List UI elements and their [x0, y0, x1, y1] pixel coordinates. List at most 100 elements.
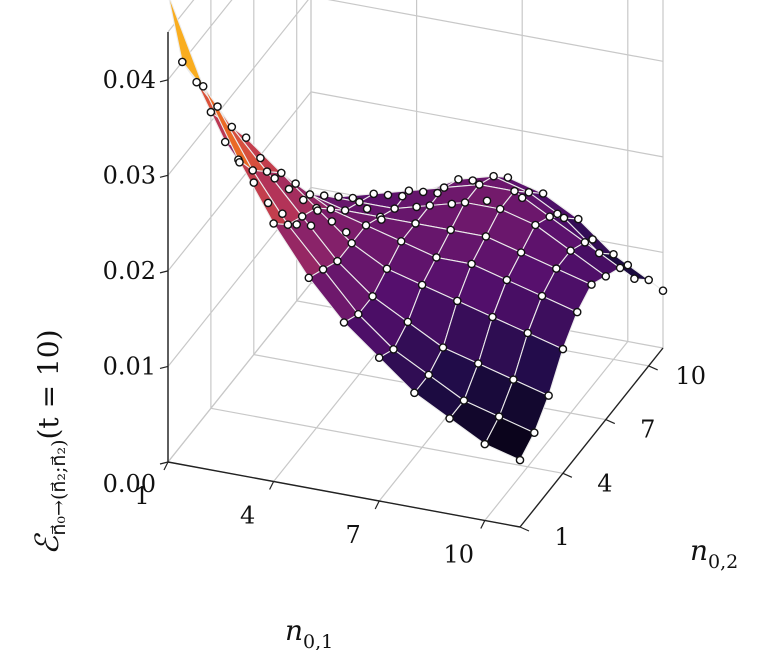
data-point [558, 344, 568, 354]
data-point [269, 219, 278, 228]
data-point [454, 174, 463, 184]
data-point [425, 201, 435, 210]
data-point [459, 396, 469, 405]
data-point [403, 317, 413, 327]
data-point [270, 173, 280, 183]
data-point [213, 102, 222, 111]
x-tick-mark [269, 481, 275, 490]
data-point [418, 187, 428, 197]
x-tick-label: 4 [240, 502, 255, 530]
z-tick-label: 0.03 [103, 161, 156, 189]
data-point [353, 309, 363, 319]
data-point [439, 183, 449, 192]
data-point [369, 189, 379, 199]
z-tick-label: 0.04 [103, 66, 156, 94]
data-point [319, 191, 329, 200]
data-point [326, 204, 336, 214]
data-point [262, 167, 272, 176]
x-floor-gridline [484, 341, 629, 521]
data-point [382, 264, 392, 274]
y-axis-line [519, 347, 664, 528]
data-point [292, 220, 302, 229]
data-point [297, 212, 307, 221]
data-point [644, 275, 654, 285]
data-point [410, 388, 419, 398]
data-point [530, 428, 539, 438]
data-point [580, 237, 590, 247]
data-point [495, 204, 505, 214]
data-point [192, 77, 201, 87]
data-point [227, 122, 237, 132]
data-point [537, 291, 547, 301]
data-point [594, 248, 604, 258]
data-point [467, 259, 476, 269]
y-axis-label: n0,2 [690, 534, 738, 573]
data-point [601, 271, 611, 281]
z-tick-mark [159, 174, 169, 178]
data-point [473, 359, 483, 368]
data-point [615, 263, 625, 273]
data-point [397, 191, 407, 201]
data-point [347, 238, 357, 248]
data-point [474, 180, 484, 189]
data-point [482, 196, 492, 206]
data-point [587, 280, 596, 289]
z-gridline [167, 91, 312, 272]
z-tick-mark [159, 270, 169, 274]
data-point [177, 57, 187, 67]
z-tick-label: 0.00 [103, 470, 156, 498]
data-point [572, 307, 582, 317]
data-point [374, 353, 384, 363]
data-point [361, 220, 371, 230]
data-point [623, 260, 633, 270]
data-point [389, 344, 398, 354]
data-point [341, 227, 351, 237]
data-point [241, 133, 251, 142]
data-point [368, 291, 377, 301]
y-floor-gridline [210, 407, 564, 474]
data-point [417, 280, 427, 290]
z-tick-mark [159, 461, 169, 465]
data-point [362, 204, 372, 214]
y-tick-label: 7 [640, 416, 655, 444]
data-point [432, 253, 441, 262]
data-point [630, 274, 639, 284]
data-point [383, 190, 393, 200]
data-point [304, 273, 314, 283]
data-point [445, 414, 454, 423]
y-tick-label: 4 [597, 469, 612, 497]
data-point [510, 186, 519, 196]
z-gridline [167, 0, 233, 81]
x-axis-label: n0,1 [285, 614, 333, 650]
data-point [480, 439, 490, 449]
data-point [494, 412, 504, 421]
data-point [278, 209, 287, 218]
data-point [553, 209, 562, 219]
data-point [460, 198, 470, 207]
x-tick-label: 1 [134, 482, 149, 510]
data-point [256, 153, 265, 163]
data-point [559, 213, 569, 223]
data-point [220, 137, 230, 147]
data-point [284, 184, 294, 194]
x-tick-mark [480, 520, 486, 529]
data-point [503, 173, 513, 182]
data-point [566, 246, 575, 255]
data-point [523, 328, 533, 338]
data-point [396, 236, 406, 246]
data-point [249, 178, 259, 187]
z-gridline [310, 91, 664, 158]
data-point [552, 264, 561, 273]
data-point [544, 391, 553, 400]
data-point [355, 197, 364, 207]
data-point [276, 168, 286, 178]
data-point [333, 256, 342, 266]
surface-plot [168, 0, 668, 465]
x-tick-mark [374, 500, 380, 510]
data-point [263, 198, 273, 208]
y-tick-label: 1 [554, 523, 569, 551]
data-point [538, 189, 548, 198]
z-gridline [327, 0, 664, 62]
data-point [545, 212, 555, 221]
